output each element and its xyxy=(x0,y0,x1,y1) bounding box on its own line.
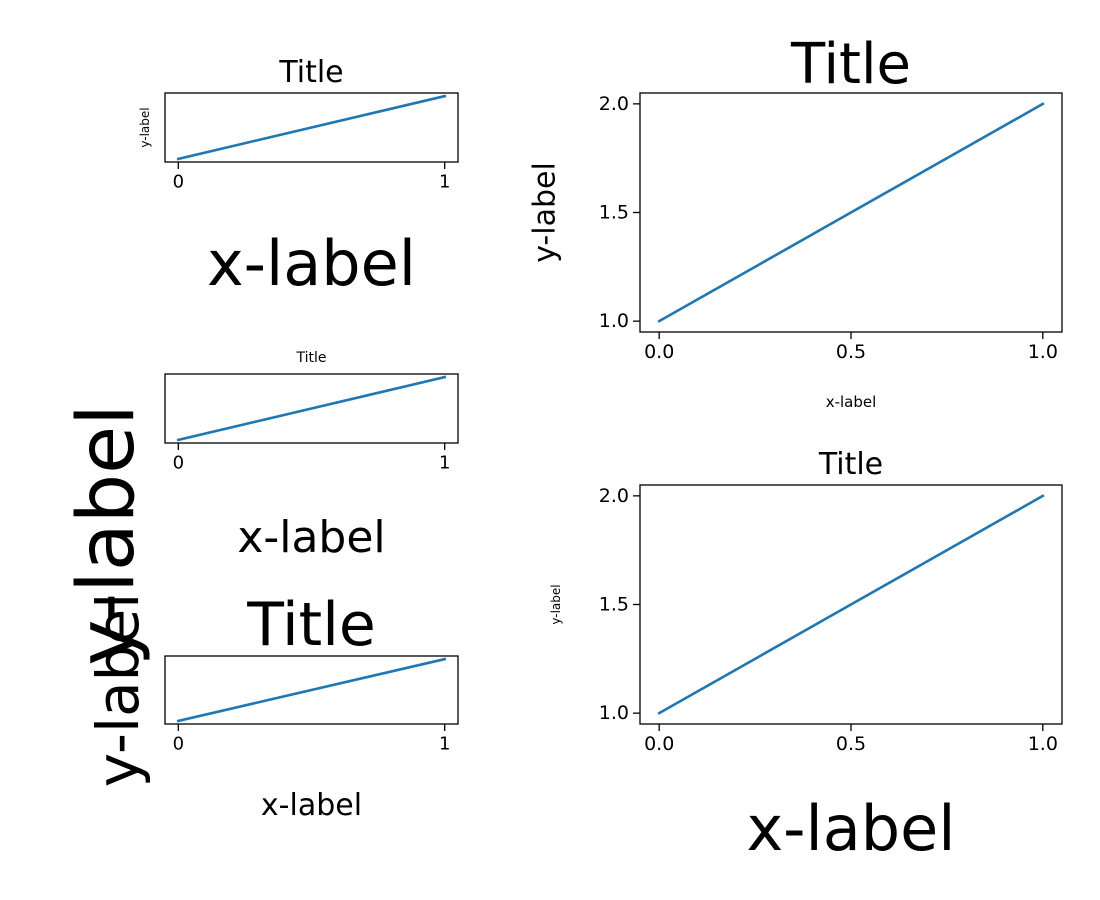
x-tick-label: 0 xyxy=(173,171,184,192)
y-axis-label: y-label xyxy=(549,584,563,624)
x-tick-label: 1 xyxy=(439,452,450,473)
x-axis-label: x-label xyxy=(746,792,955,865)
x-tick-label: 1.0 xyxy=(1028,341,1058,363)
x-tick-label: 1 xyxy=(439,171,450,192)
axes-frame xyxy=(164,655,459,725)
x-tick-label: 0.0 xyxy=(644,733,674,755)
chart-title: Title xyxy=(295,350,326,366)
x-tick-label: 0.5 xyxy=(836,341,866,363)
y-axis-label: y-label xyxy=(528,162,563,263)
subplot-3: 0 1 Title x-label xyxy=(164,590,459,823)
chart-title: Title xyxy=(246,590,376,660)
x-axis-label: x-label xyxy=(826,393,877,411)
series-line-1 xyxy=(176,94,447,161)
y-axis-label: y-label xyxy=(138,107,152,147)
series-line-1 xyxy=(657,494,1045,715)
series-line-1 xyxy=(176,657,447,723)
figure-supylabel: y-label xyxy=(62,404,152,666)
x-tick-label: 1 xyxy=(439,733,450,754)
chart-title: Title xyxy=(278,55,343,90)
x-axis-label: x-label xyxy=(207,227,416,300)
subplot-5: 0.0 0.5 1.0 1.0 1.5 2.0 Title x-label y-label xyxy=(549,447,1063,865)
y-tick-label: 2.0 xyxy=(599,485,629,507)
subplot-1: 0 1 Title x-label y-label xyxy=(138,55,459,300)
x-tick-label: 0.5 xyxy=(836,733,866,755)
subplot-2: 0 1 Title x-label xyxy=(164,350,459,563)
y-tick-label: 2.0 xyxy=(599,93,629,115)
chart-title: Title xyxy=(818,447,883,482)
subplot-4: 0.0 0.5 1.0 1.0 1.5 2.0 Title x-label y-label xyxy=(528,32,1063,411)
x-tick-label: 0 xyxy=(173,733,184,754)
series-line-1 xyxy=(176,375,447,442)
x-tick-label: 0 xyxy=(173,452,184,473)
axes-frame xyxy=(164,373,459,444)
y-tick-label: 1.5 xyxy=(599,594,629,616)
y-tick-label: 1.5 xyxy=(599,202,629,224)
x-tick-label: 0.0 xyxy=(644,341,674,363)
y-axis-label: y-label xyxy=(84,593,152,788)
x-axis-label: x-label xyxy=(261,788,362,823)
chart-title: Title xyxy=(790,32,911,97)
y-tick-label: 1.0 xyxy=(599,310,629,332)
axes-frame xyxy=(164,92,459,163)
series-line-1 xyxy=(657,102,1045,323)
y-tick-label: 1.0 xyxy=(599,702,629,724)
x-axis-label: x-label xyxy=(237,512,385,563)
x-tick-label: 1.0 xyxy=(1028,733,1058,755)
